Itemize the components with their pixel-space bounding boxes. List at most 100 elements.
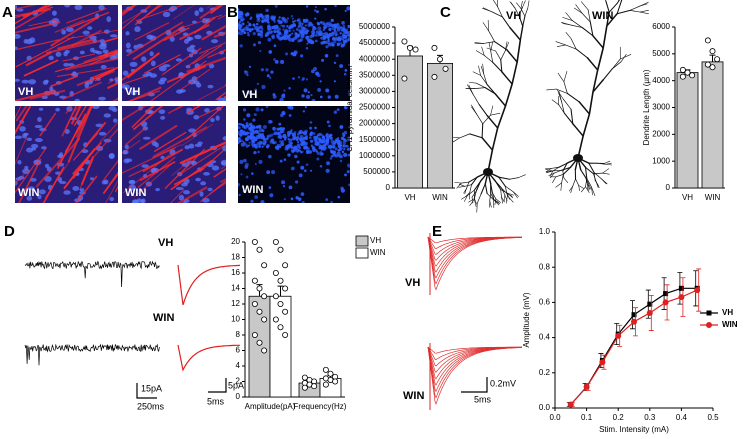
- nucleus: [328, 33, 332, 37]
- nucleus: [244, 70, 247, 73]
- data-point: [684, 69, 691, 76]
- nucleus: [239, 159, 244, 164]
- dendrite: [494, 93, 507, 107]
- marker: [678, 294, 685, 301]
- data-point: [442, 65, 449, 72]
- nucleus: [100, 65, 107, 69]
- nucleus: [295, 27, 299, 31]
- legend-label: VH: [370, 236, 381, 245]
- x-tick-label: VH: [682, 193, 693, 202]
- fiber: [69, 11, 110, 29]
- dendrite: [562, 23, 572, 26]
- nucleus: [238, 10, 242, 15]
- dendrite: [617, 0, 620, 4]
- dendrite: [566, 92, 580, 103]
- dendrite: [483, 55, 494, 63]
- dendrite: [501, 196, 504, 204]
- nucleus: [260, 133, 265, 137]
- fiber: [88, 127, 118, 163]
- fiber: [170, 189, 185, 203]
- nucleus: [282, 184, 286, 188]
- fiber: [15, 106, 22, 119]
- fiber: [56, 67, 115, 78]
- dendrite: [557, 72, 565, 82]
- nucleus: [262, 124, 267, 129]
- dendrite: [494, 198, 497, 206]
- data-point: [251, 277, 258, 284]
- nucleus: [130, 89, 137, 96]
- fiber: [15, 106, 32, 135]
- dendrite: [555, 41, 566, 46]
- fiber: [122, 6, 152, 24]
- micrograph: [15, 5, 118, 101]
- nucleus: [288, 29, 292, 33]
- nucleus: [254, 88, 258, 92]
- fiber: [61, 106, 78, 137]
- nucleus: [338, 142, 343, 147]
- nucleus: [280, 113, 284, 118]
- marker: [599, 359, 606, 366]
- nucleus: [327, 95, 331, 99]
- nucleus: [342, 134, 346, 137]
- nucleus: [278, 16, 281, 19]
- nucleus: [238, 137, 241, 141]
- dendrite: [474, 198, 478, 205]
- nucleus: [160, 115, 166, 120]
- nucleus: [252, 125, 256, 128]
- fiber: [134, 5, 161, 26]
- fiber: [208, 181, 226, 196]
- nucleus: [333, 110, 338, 114]
- nucleus: [238, 16, 240, 19]
- dendrite: [582, 113, 591, 137]
- y-tick-label: 6: [236, 346, 241, 355]
- dendrite: [458, 185, 466, 188]
- nucleus: [258, 145, 262, 148]
- bar: [701, 61, 724, 189]
- marker: [567, 401, 574, 408]
- dendrite: [491, 127, 499, 151]
- nucleus: [238, 24, 243, 29]
- fiber: [122, 106, 147, 122]
- nucleus: [334, 94, 339, 99]
- dendrite: [504, 194, 508, 202]
- dendrite: [524, 7, 529, 17]
- nucleus: [332, 23, 338, 28]
- y-tick-label: 2500000: [359, 103, 391, 112]
- nucleus: [340, 44, 344, 48]
- nucleus: [89, 177, 95, 181]
- fiber: [218, 49, 226, 54]
- nucleus: [204, 108, 210, 113]
- dendrite: [501, 16, 511, 29]
- nucleus: [248, 65, 252, 68]
- nucleus: [258, 133, 262, 137]
- nucleus: [122, 84, 130, 90]
- fiber: [56, 113, 87, 169]
- nucleus: [326, 35, 329, 38]
- fiber: [185, 106, 224, 140]
- nucleus: [292, 146, 298, 151]
- nucleus: [238, 15, 243, 20]
- data-point: [322, 381, 329, 388]
- nucleus: [248, 135, 253, 140]
- nucleus: [64, 5, 71, 8]
- nucleus: [303, 169, 307, 173]
- nucleus: [304, 18, 309, 23]
- nucleus: [297, 39, 301, 43]
- dendrite: [509, 177, 519, 180]
- y-tick-label: 14: [231, 284, 240, 293]
- dendrite: [452, 137, 461, 143]
- dendrite: [484, 183, 488, 194]
- data-point: [261, 347, 268, 354]
- dendrite: [503, 194, 506, 202]
- nucleus: [269, 120, 273, 124]
- fiber: [137, 156, 176, 188]
- fiber: [142, 148, 184, 173]
- nucleus: [274, 5, 278, 8]
- nucleus: [258, 128, 263, 133]
- dendrite: [604, 160, 611, 164]
- nucleus: [255, 22, 259, 26]
- nucleus: [199, 191, 204, 197]
- fiber: [15, 8, 51, 17]
- nucleus: [19, 126, 26, 132]
- nucleus: [30, 143, 39, 149]
